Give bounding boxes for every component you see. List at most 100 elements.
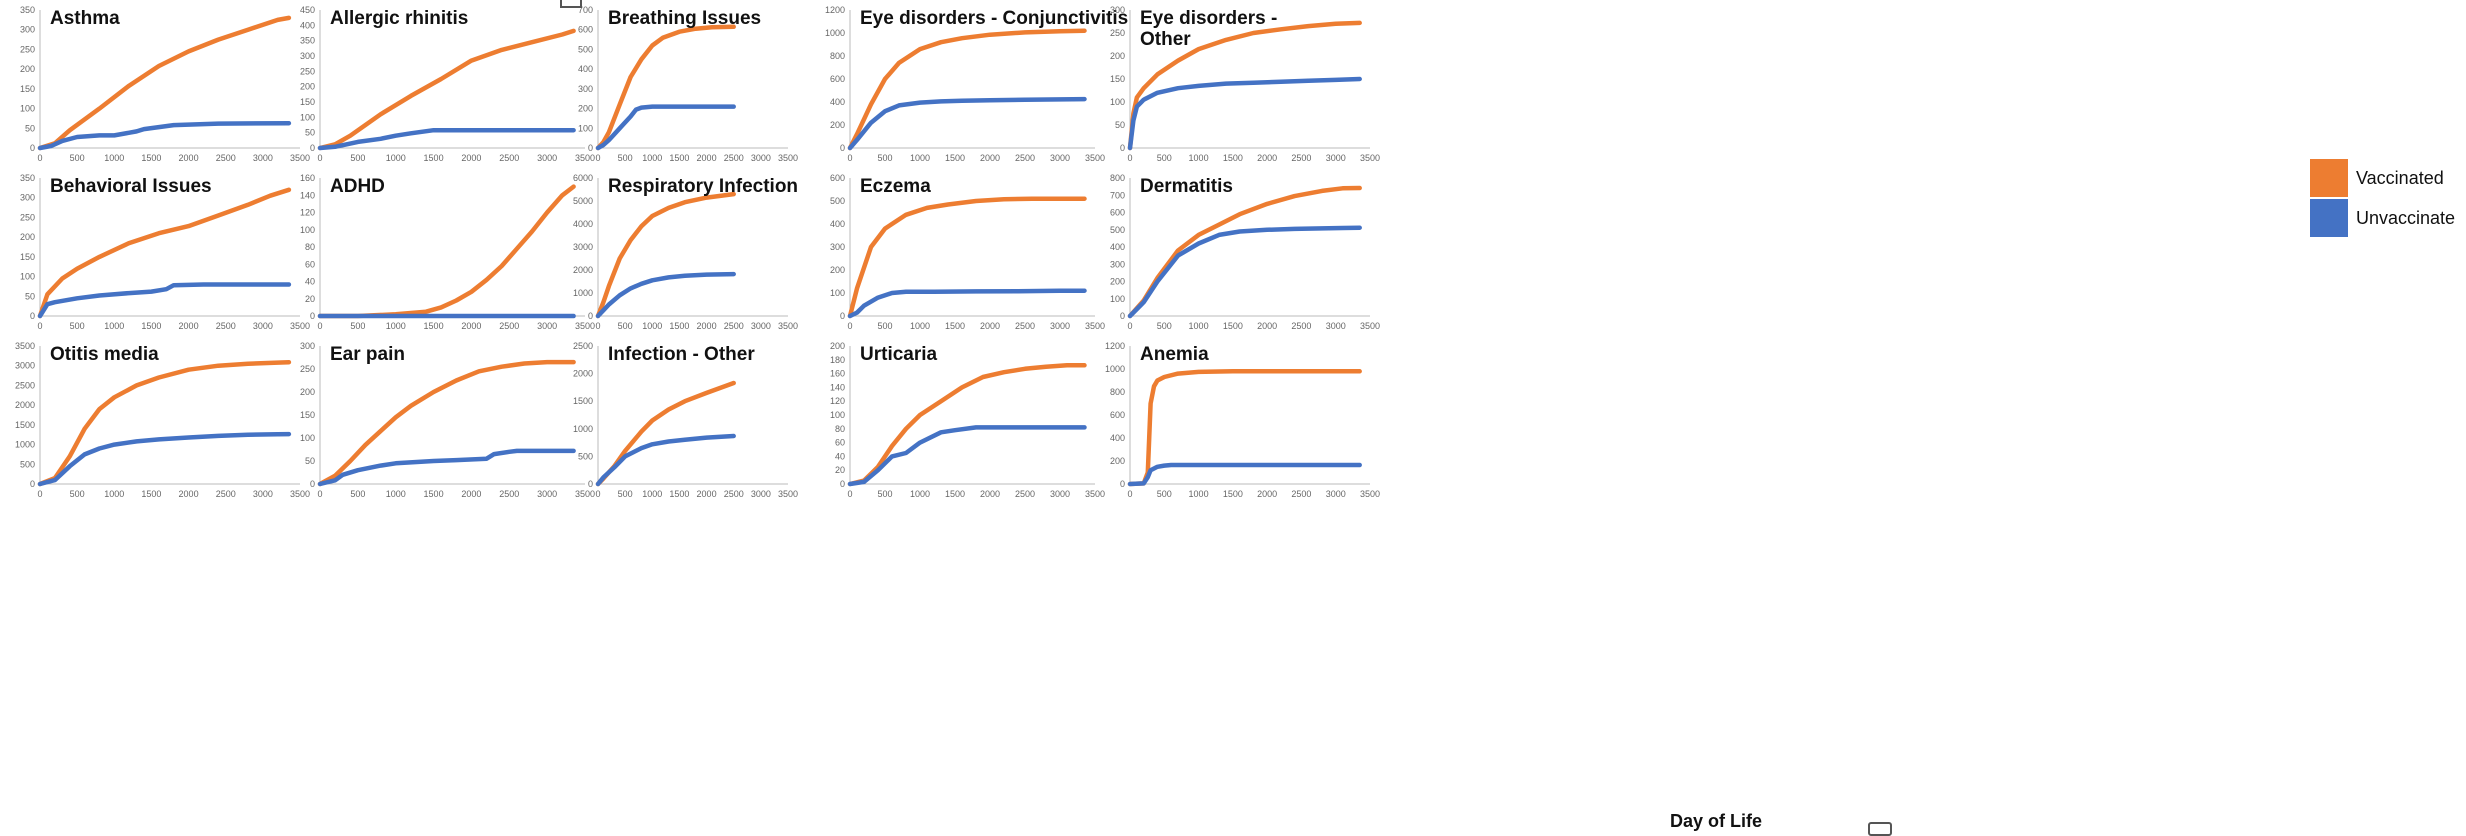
chart-svg: 0 500 1000 1500 2000 2500 3000 3500 0 50 100 150 200… [20, 5, 310, 163]
x-tick-label: 1000 [1189, 489, 1209, 499]
y-tick-label: 2000 [15, 400, 35, 410]
series-line-vaccinated [37, 359, 292, 487]
series-line-unvaccinated [1127, 76, 1362, 151]
x-tick-label: 500 [877, 153, 892, 163]
series-line-vaccinated [847, 28, 1087, 151]
x-tick-label: 3500 [575, 153, 595, 163]
x-tick-label: 3500 [778, 321, 798, 331]
x-tick-label: 1000 [386, 321, 406, 331]
y-tick-label: 1200 [1105, 341, 1125, 351]
series-line-unvaccinated [595, 433, 736, 487]
checkbox[interactable] [1868, 822, 1892, 836]
y-tick-label: 250 [20, 212, 35, 222]
series-line-unvaccinated [847, 288, 1087, 319]
x-tick-label: 3500 [1360, 321, 1380, 331]
y-tick-label: 700 [1110, 190, 1125, 200]
y-tick-label: 500 [1110, 225, 1125, 235]
x-tick-label: 2500 [499, 321, 519, 331]
y-tick-label: 0 [840, 311, 845, 321]
x-tick-label: 2000 [179, 321, 199, 331]
series-line-unvaccinated [37, 431, 292, 487]
y-tick-label: 600 [830, 173, 845, 183]
y-tick-label: 150 [300, 410, 315, 420]
series-line-vaccinated [847, 196, 1087, 319]
y-tick-label: 0 [30, 311, 35, 321]
x-tick-label: 500 [618, 321, 633, 331]
y-tick-label: 300 [20, 25, 35, 35]
chart-svg: 0 500 1000 1500 2000 2500 3000 3500 0 50 100 150 200… [20, 173, 310, 331]
x-tick-label: 2500 [216, 153, 236, 163]
x-tick-label: 0 [847, 489, 852, 499]
chart-title: Behavioral Issues [50, 176, 212, 197]
y-tick-label: 400 [578, 64, 593, 74]
y-tick-label: 0 [588, 143, 593, 153]
x-tick-label: 500 [70, 321, 85, 331]
y-tick-label: 40 [305, 277, 315, 287]
y-tick-label: 60 [835, 438, 845, 448]
chart-svg: 0 500 1000 1500 2000 2500 3000 3500 0 50 100 150 200… [1110, 5, 1380, 163]
y-tick-label: 50 [305, 456, 315, 466]
series-line-unvaccinated [317, 127, 576, 151]
y-tick-label: 6000 [573, 173, 593, 183]
y-tick-label: 100 [830, 288, 845, 298]
x-tick-label: 3000 [1326, 489, 1346, 499]
y-tick-label: 20 [835, 465, 845, 475]
y-tick-label: 1000 [1105, 364, 1125, 374]
x-tick-label: 2500 [1015, 153, 1035, 163]
chart-panel: 0 500 1000 1500 2000 2500 3000 3500 0 20 40 60 80 100… [290, 172, 720, 434]
chart-svg: 0 500 1000 1500 2000 2500 3000 3500050010001500… [573, 341, 798, 499]
x-tick-label: 1500 [669, 321, 689, 331]
chart-panel: 0 500 1000 1500 2000 2500 3000 3500 0 50 100 150 200… [10, 4, 440, 266]
series-line-vaccinated [317, 184, 576, 319]
x-tick-label: 3500 [1085, 153, 1105, 163]
series-line-vaccinated [317, 28, 576, 151]
chart-title: Urticaria [860, 344, 938, 365]
y-tick-label: 50 [305, 128, 315, 138]
chart-svg: 0 500 1000 1500 2000 2500 3000 3500020406080100… [300, 173, 595, 331]
y-tick-label: 200 [1110, 277, 1125, 287]
chart-title: Asthma [50, 8, 120, 29]
series-line-vaccinated [37, 187, 292, 319]
x-tick-label: 1000 [642, 321, 662, 331]
y-tick-label: 100 [20, 272, 35, 282]
chart-title: Infection - Other [608, 344, 755, 365]
x-tick-label: 0 [847, 321, 852, 331]
x-tick-label: 1000 [1189, 321, 1209, 331]
chart-panel: 0 500 1000 1500 2000 2500 3000 3500 0 50 100 150 200… [10, 172, 440, 434]
y-tick-label: 250 [300, 364, 315, 374]
y-tick-label: 80 [835, 424, 845, 434]
x-tick-label: 3000 [253, 489, 273, 499]
x-tick-label: 2000 [461, 489, 481, 499]
series-line-vaccinated [1127, 185, 1362, 319]
y-tick-label: 80 [305, 242, 315, 252]
x-tick-label: 500 [70, 153, 85, 163]
y-tick-label: 0 [1120, 311, 1125, 321]
y-tick-label: 350 [20, 5, 35, 15]
y-tick-label: 200 [300, 387, 315, 397]
y-tick-label: 250 [300, 66, 315, 76]
chart-title: Respiratory Infection [608, 176, 799, 197]
x-tick-label: 1000 [642, 153, 662, 163]
x-tick-label: 3000 [1326, 153, 1346, 163]
x-tick-label: 1000 [910, 321, 930, 331]
series-line-unvaccinated [37, 120, 292, 151]
y-tick-label: 2500 [15, 380, 35, 390]
x-tick-label: 3500 [1360, 489, 1380, 499]
chart-svg: 0 500 1000 1500 2000 2500 3000 3500 0 200 400 600 80… [825, 5, 1105, 163]
x-tick-label: 1000 [104, 489, 124, 499]
y-tick-label: 600 [578, 25, 593, 35]
x-tick-label: 0 [317, 153, 322, 163]
chart-panel: 0 500 1000 1500 2000 2500 3000 3500 0 500 1000 1500… [568, 340, 998, 602]
series-line-vaccinated [317, 359, 576, 487]
chart-panel: 0 500 1000 1500 2000 2500 3000 3500 0 200 400 600 80… [820, 4, 1250, 266]
x-tick-label: 3500 [290, 321, 310, 331]
legend-label-unvaccinated: Unvaccinate [2356, 207, 2456, 228]
y-tick-label: 300 [578, 84, 593, 94]
y-tick-label: 0 [588, 311, 593, 321]
y-tick-label: 1000 [15, 440, 35, 450]
y-tick-label: 160 [300, 173, 315, 183]
y-tick-label: 120 [830, 396, 845, 406]
series-line-unvaccinated [847, 96, 1087, 151]
series-line-vaccinated [595, 24, 736, 151]
series-line-unvaccinated [317, 448, 576, 487]
